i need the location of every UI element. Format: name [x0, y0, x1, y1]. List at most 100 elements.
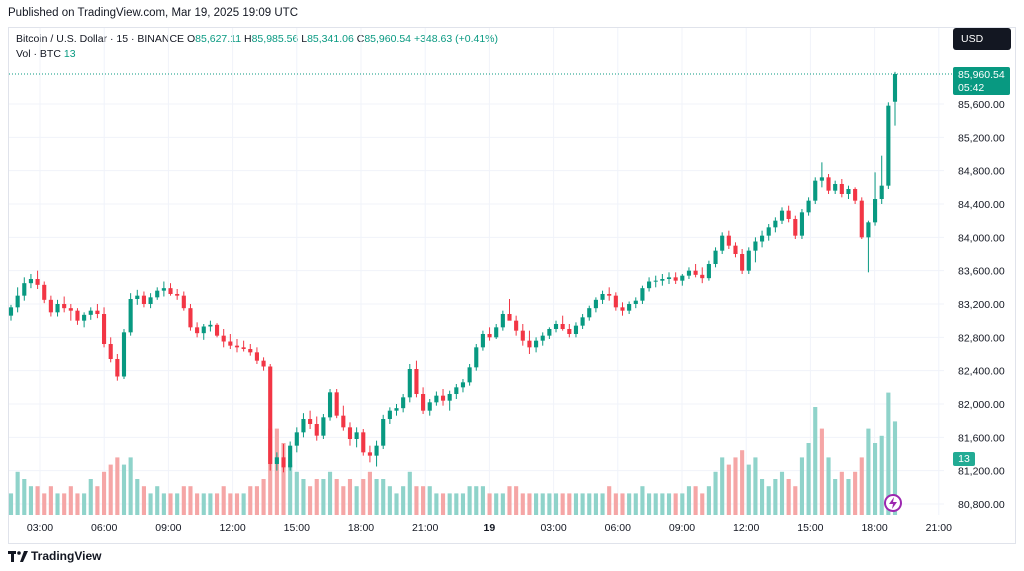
candle-body — [733, 245, 738, 254]
candle-body — [779, 210, 785, 221]
volume-bar — [480, 486, 485, 515]
candle-body — [261, 360, 266, 367]
volume-bar — [15, 471, 20, 515]
volume-bar — [514, 486, 519, 515]
candle-body — [334, 392, 339, 416]
volume-bar — [440, 493, 446, 515]
time-tick: 21:00 — [412, 522, 438, 534]
volume-bar — [647, 493, 652, 515]
volume-bar — [22, 479, 27, 515]
candle-body — [381, 419, 386, 446]
volume-bar — [148, 493, 153, 515]
volume-bar — [886, 392, 891, 515]
currency-button[interactable]: USD — [953, 28, 1011, 50]
volume-bar — [334, 479, 339, 515]
time-tick: 12:00 — [219, 522, 245, 534]
candle-body — [414, 369, 419, 394]
volume-bar — [35, 486, 40, 515]
candle-body — [440, 395, 446, 401]
candle-body — [181, 295, 186, 309]
candle-body — [148, 297, 153, 304]
candle-body — [833, 184, 838, 191]
volume-bar — [600, 493, 605, 515]
symbol-name: Bitcoin / U.S. Dollar · 15 · BINANCE — [16, 33, 185, 45]
candle-body — [68, 308, 73, 311]
volume-bar — [82, 493, 87, 515]
candle-body — [487, 334, 492, 338]
time-axis: 03:00 06:00 09:00 12:00 15:00 18:00 21:00 19 03:… — [27, 522, 952, 534]
time-tick: 18:00 — [348, 522, 374, 534]
high-label: H — [244, 33, 252, 45]
lightning-icon[interactable] — [884, 494, 902, 512]
candle-body — [62, 304, 67, 309]
candle-body — [208, 324, 213, 327]
candle-body — [507, 314, 512, 321]
volume-bar — [261, 479, 266, 515]
volume-bar — [680, 493, 685, 515]
candle-body — [241, 347, 246, 349]
price-tick: 84,400.00 — [958, 199, 1005, 211]
time-tick: 15:00 — [797, 522, 823, 534]
candle-body — [288, 445, 293, 468]
candle-body — [593, 299, 598, 309]
candle-body — [467, 367, 472, 383]
candle-body — [88, 310, 93, 315]
volume-bar — [8, 493, 14, 515]
volume-bar — [195, 493, 200, 515]
volume-bar — [859, 457, 864, 515]
volume-bar — [846, 479, 851, 515]
volume-bar — [713, 471, 718, 515]
candle-body — [82, 314, 87, 321]
volume-bar — [666, 493, 672, 515]
volume-bar — [806, 443, 811, 515]
candle-body — [500, 314, 505, 328]
volume-bar — [779, 471, 785, 515]
volume-bar — [254, 486, 259, 515]
price-tick: 82,000.00 — [958, 399, 1005, 411]
time-tick: 15:00 — [284, 522, 310, 534]
volume-bar — [474, 486, 479, 515]
volume-bar — [633, 493, 638, 515]
candle-body — [813, 180, 818, 201]
time-tick: 12:00 — [733, 522, 759, 534]
volume-bar — [487, 493, 492, 515]
candle-body — [746, 250, 751, 271]
candle-body — [853, 189, 858, 201]
candle-body — [653, 280, 658, 282]
candle-body — [28, 279, 34, 284]
volume-bar — [394, 493, 399, 515]
candle-body — [321, 417, 326, 436]
volume-bar — [872, 443, 878, 515]
candle-body — [387, 410, 392, 419]
chart-frame — [8, 27, 1016, 544]
candle-body — [8, 307, 14, 316]
last-price-tag: 85,960.54 05:42 — [953, 67, 1010, 95]
candle-body — [454, 387, 459, 394]
volume-bar — [726, 464, 731, 515]
volume-bar — [753, 457, 758, 515]
bar-countdown: 05:42 — [958, 82, 985, 94]
time-tick: 06:00 — [91, 522, 117, 534]
price-tick: 85,200.00 — [958, 132, 1005, 144]
change-value: +348.63 (+0.41%) — [413, 33, 499, 45]
candle-body — [188, 308, 193, 328]
brand-name: TradingView — [31, 549, 102, 563]
volume-tag: 13 — [953, 452, 975, 466]
volume-bar — [746, 464, 751, 515]
candle-body — [514, 320, 519, 331]
candle-body — [600, 294, 605, 300]
candle-body — [866, 222, 871, 238]
candle-body — [427, 402, 432, 411]
candle-body — [228, 341, 233, 346]
volume-bar — [62, 493, 67, 515]
candle-body — [660, 279, 665, 281]
candle-body — [161, 288, 166, 291]
candle-body — [460, 382, 466, 388]
volume-bar — [55, 493, 60, 515]
volume-bar — [101, 471, 107, 515]
candle-body — [527, 340, 532, 348]
volume-bar — [693, 486, 698, 515]
volume-bar — [288, 464, 293, 515]
price-tick: 85,600.00 — [958, 99, 1005, 111]
